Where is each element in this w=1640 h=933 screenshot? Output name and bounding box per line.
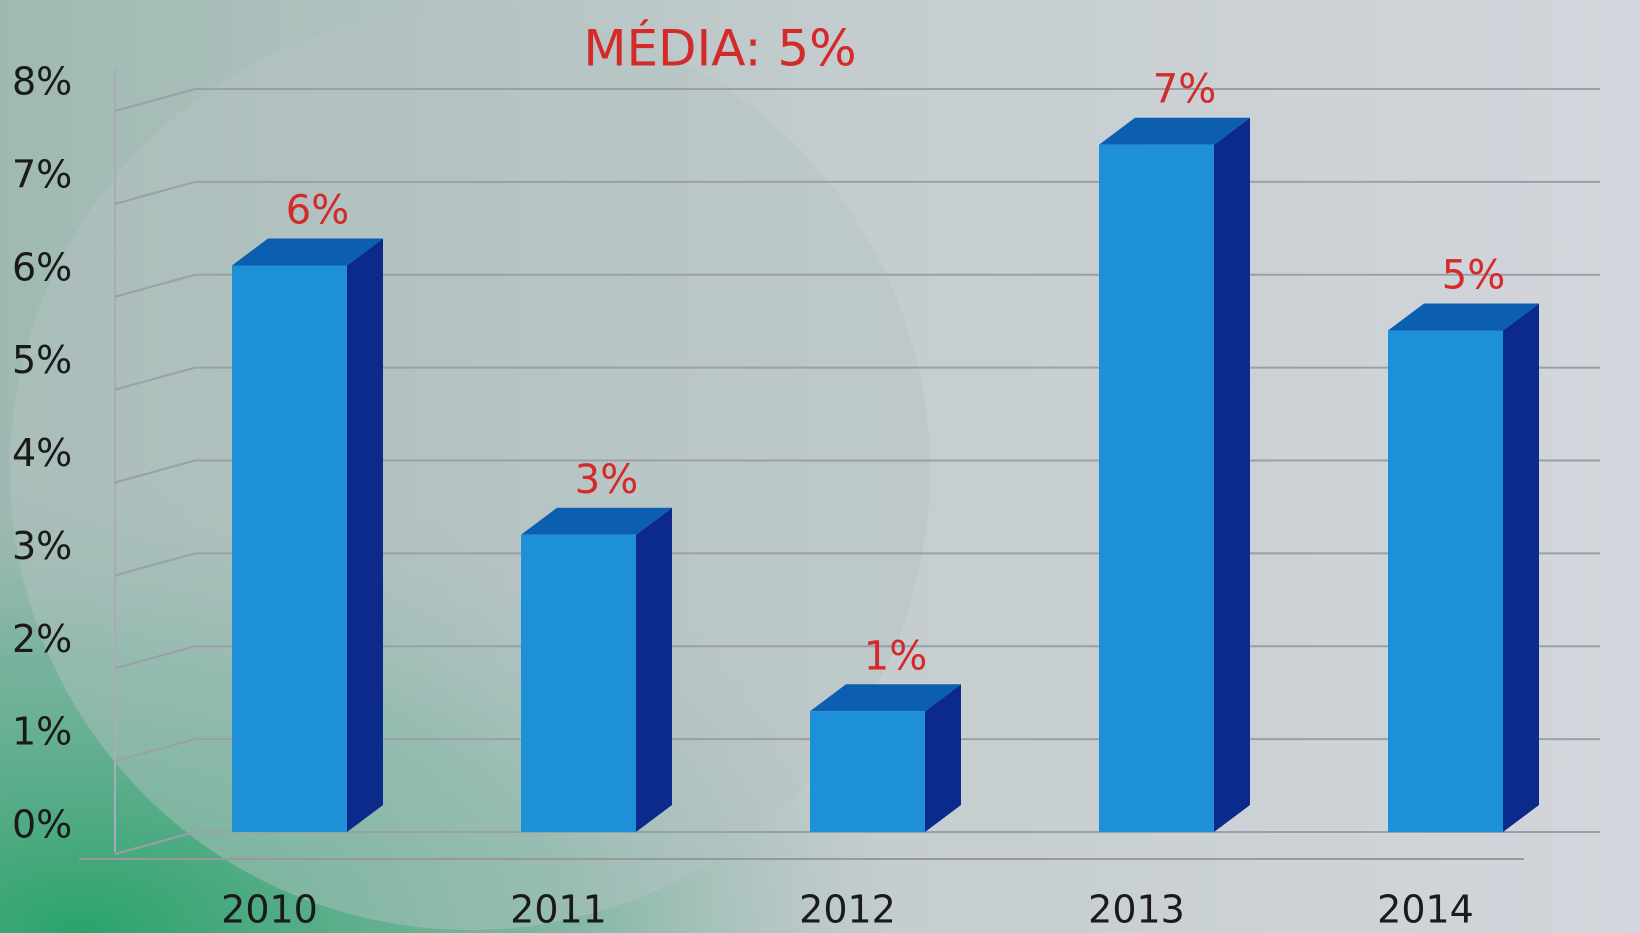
bar-top	[810, 684, 961, 712]
bar	[1388, 330, 1503, 832]
background-circle	[10, 10, 930, 930]
x-tick-label: 2011	[510, 888, 607, 932]
value-label: 5%	[1442, 252, 1505, 298]
value-label: 7%	[1153, 67, 1216, 113]
bar	[810, 711, 925, 832]
bar	[1099, 144, 1214, 833]
bar-side	[1214, 117, 1250, 833]
bar-side	[636, 507, 672, 832]
y-tick-label: 5%	[12, 338, 72, 382]
bar-top	[521, 507, 672, 535]
bar-side	[925, 684, 961, 832]
grid-line	[114, 645, 196, 670]
x-tick-label: 2014	[1377, 888, 1474, 932]
x-tick-label: 2013	[1088, 888, 1185, 932]
grid-line	[114, 88, 196, 112]
grid-line	[114, 459, 196, 484]
y-tick-label: 6%	[12, 245, 72, 289]
bar	[232, 265, 347, 832]
y-tick-label: 0%	[12, 803, 72, 847]
bar	[521, 534, 636, 832]
bar-side	[347, 238, 383, 832]
y-tick-label: 4%	[12, 431, 72, 475]
bar-top	[1099, 117, 1250, 145]
bar-top	[232, 238, 383, 266]
bar-side	[1503, 303, 1539, 833]
y-tick-label: 7%	[12, 152, 72, 196]
x-tick-label: 2010	[221, 888, 318, 932]
value-label: 3%	[575, 457, 638, 503]
grid-line	[114, 180, 196, 205]
y-tick-label: 1%	[12, 710, 72, 754]
grid-line	[114, 831, 196, 855]
y-tick-label: 3%	[12, 524, 72, 568]
value-label: 1%	[864, 633, 927, 679]
grid-line	[114, 738, 196, 763]
y-tick-label: 2%	[12, 617, 72, 661]
value-label: 6%	[286, 187, 349, 233]
bar-top	[1388, 303, 1539, 331]
grid-line	[114, 366, 196, 391]
y-tick-label: 8%	[12, 60, 72, 104]
x-tick-label: 2012	[799, 888, 896, 932]
chart-title: MÉDIA: 5%	[583, 19, 856, 78]
grid-line	[114, 552, 196, 577]
grid-line	[114, 273, 196, 298]
